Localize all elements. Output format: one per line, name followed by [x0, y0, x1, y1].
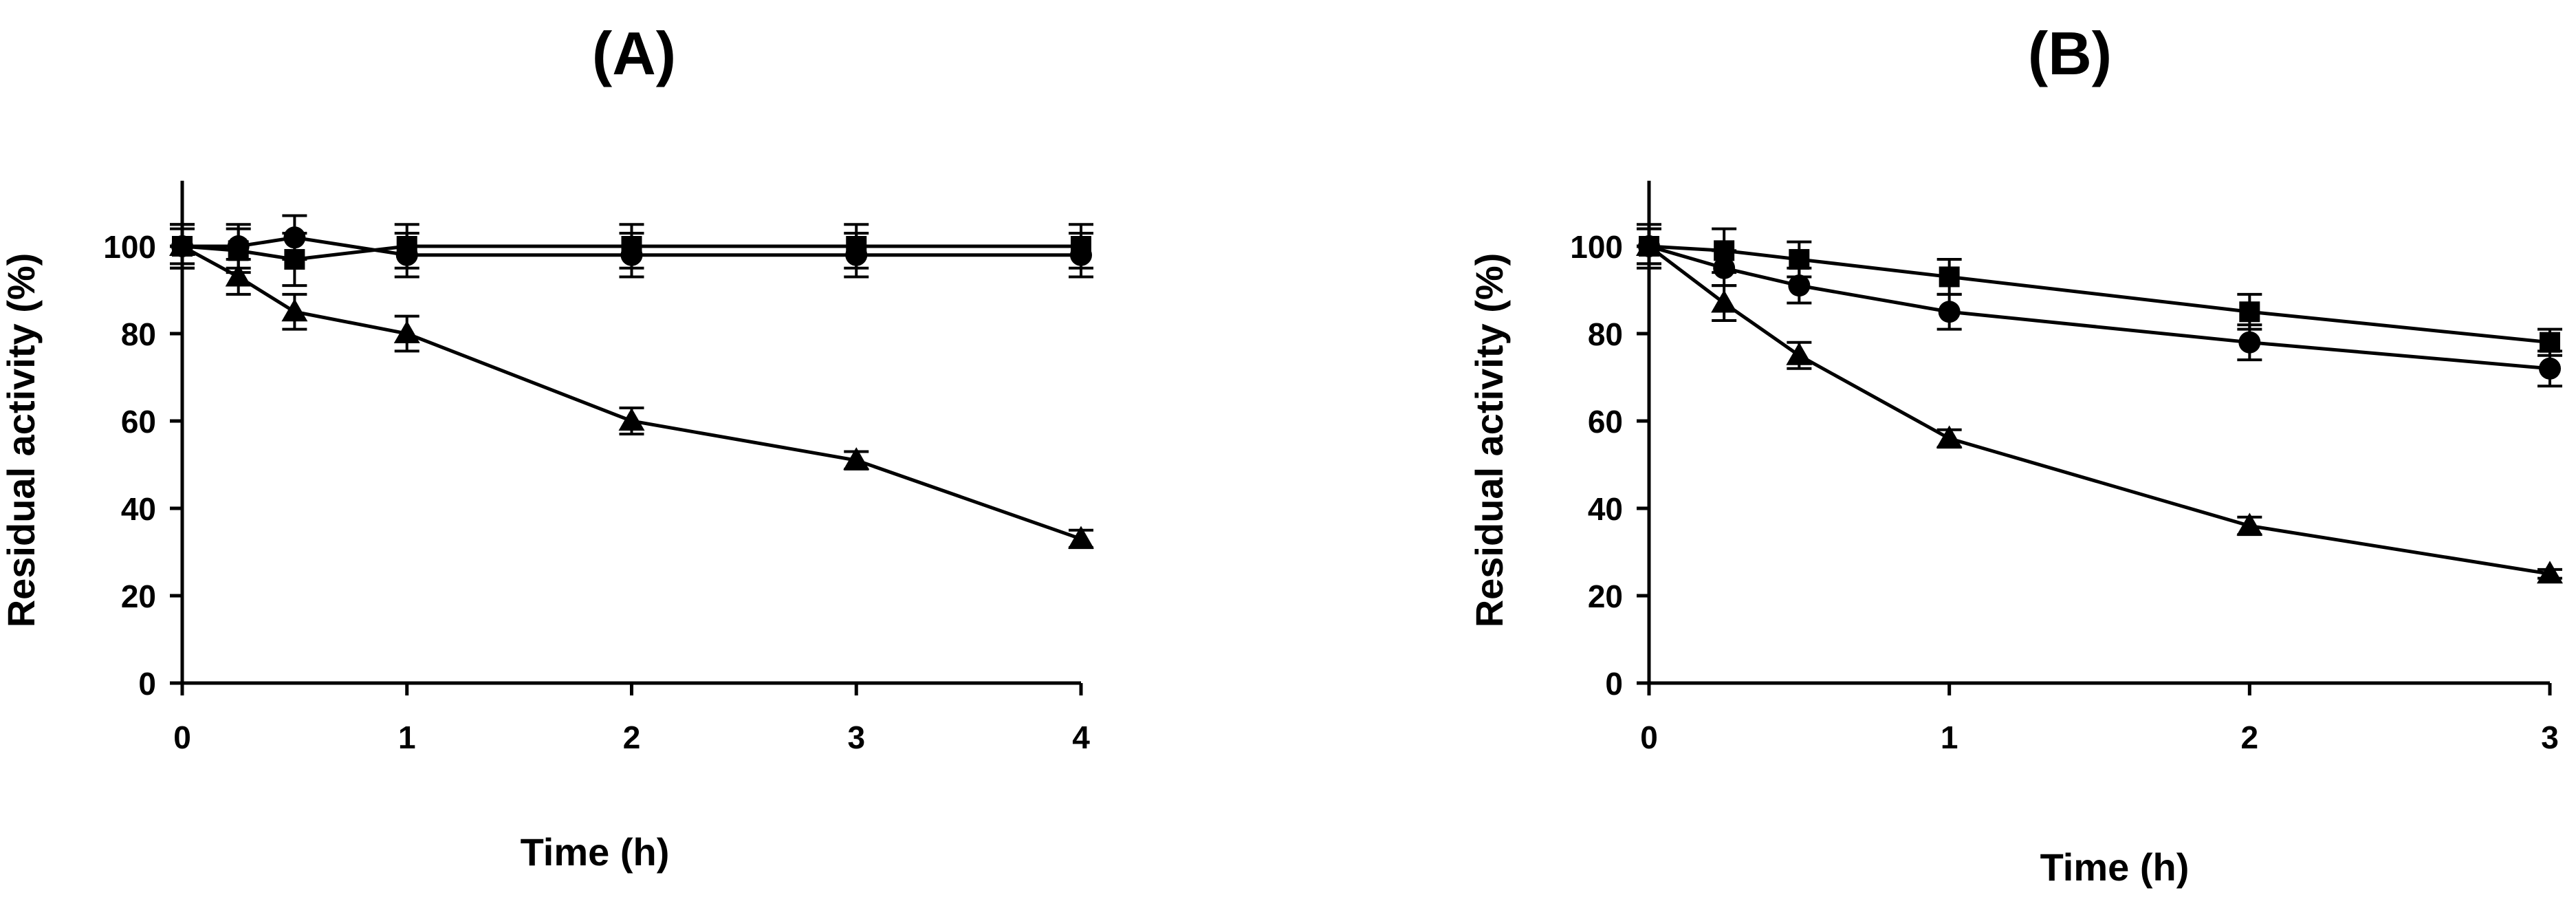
- x-tick-label: 0: [173, 720, 191, 755]
- data-point-triangle: [2537, 561, 2563, 584]
- data-point-triangle: [843, 447, 870, 471]
- data-point-triangle: [169, 233, 195, 256]
- data-point-square: [2239, 301, 2260, 323]
- panel-a: (A) 0 20 40 60 80 100 0 1 2 3 4 Time (h) Residual act…: [0, 19, 1094, 874]
- data-point-circle: [1938, 301, 1961, 323]
- y-tick-label: 80: [121, 316, 156, 352]
- data-point-triangle: [1711, 290, 1738, 313]
- data-point-circle: [227, 235, 250, 257]
- y-tick-label: 0: [138, 666, 156, 702]
- data-point-circle: [283, 226, 306, 249]
- x-tick-label: 4: [1072, 720, 1090, 755]
- series-triangle: [1636, 227, 2563, 584]
- x-tick-label: 0: [1640, 720, 1658, 755]
- y-tick-label: 40: [1588, 491, 1623, 527]
- y-tick-label: 20: [1588, 579, 1623, 614]
- data-point-circle: [620, 244, 643, 266]
- x-axis-label: Time (h): [2040, 845, 2190, 889]
- y-tick-label: 40: [121, 491, 156, 527]
- y-axis-label: Residual activity (%): [1467, 253, 1511, 628]
- x-tick-label: 1: [398, 720, 416, 755]
- series-line: [1648, 245, 2551, 576]
- data-point-circle: [845, 244, 868, 266]
- series-line: [1648, 244, 2551, 371]
- panel-title: (B): [2028, 19, 2112, 87]
- data-point-circle: [1713, 257, 1736, 279]
- data-point-square: [1939, 266, 1960, 288]
- panel-b: (B) 0 20 40 60 80 100 0 1 2 3 Time (h) Residual acti…: [1467, 19, 2563, 889]
- data-point-triangle: [2236, 512, 2263, 536]
- data-point-circle: [2539, 357, 2561, 380]
- y-tick-label: 100: [1570, 229, 1623, 265]
- y-tick-label: 80: [1588, 316, 1623, 352]
- series-line: [181, 244, 1082, 541]
- x-tick-label: 2: [2241, 720, 2259, 755]
- data-point-square: [2540, 332, 2560, 353]
- y-tick-label: 60: [1588, 404, 1623, 440]
- data-point-triangle: [393, 321, 420, 343]
- data-point-circle: [395, 244, 418, 266]
- data-point-square: [1789, 249, 1810, 270]
- y-tick-label: 60: [121, 404, 156, 440]
- data-point-triangle: [281, 299, 308, 322]
- x-tick-label: 3: [2541, 720, 2559, 755]
- y-axis-label: Residual activity (%): [0, 253, 43, 628]
- panel-title: (A): [592, 19, 676, 87]
- data-point-triangle: [618, 408, 645, 431]
- data-point-triangle: [1786, 342, 1813, 365]
- data-point-triangle: [1636, 233, 1662, 256]
- data-point-circle: [1070, 244, 1092, 266]
- data-point-triangle: [1068, 526, 1094, 549]
- x-tick-label: 2: [623, 720, 641, 755]
- series-square: [1637, 223, 2562, 357]
- series-line: [1648, 244, 2551, 345]
- data-point-triangle: [225, 263, 252, 287]
- x-tick-label: 1: [1941, 720, 1958, 755]
- data-point-triangle: [1936, 425, 1963, 448]
- y-tick-label: 0: [1605, 666, 1623, 702]
- data-point-circle: [1788, 274, 1811, 297]
- data-point-circle: [2238, 331, 2261, 354]
- series-triangle: [169, 227, 1094, 550]
- series-circle: [1637, 227, 2562, 388]
- y-tick-label: 100: [103, 229, 156, 265]
- x-axis-label: Time (h): [521, 830, 670, 874]
- y-tick-label: 20: [121, 579, 156, 614]
- x-tick-label: 3: [847, 720, 865, 755]
